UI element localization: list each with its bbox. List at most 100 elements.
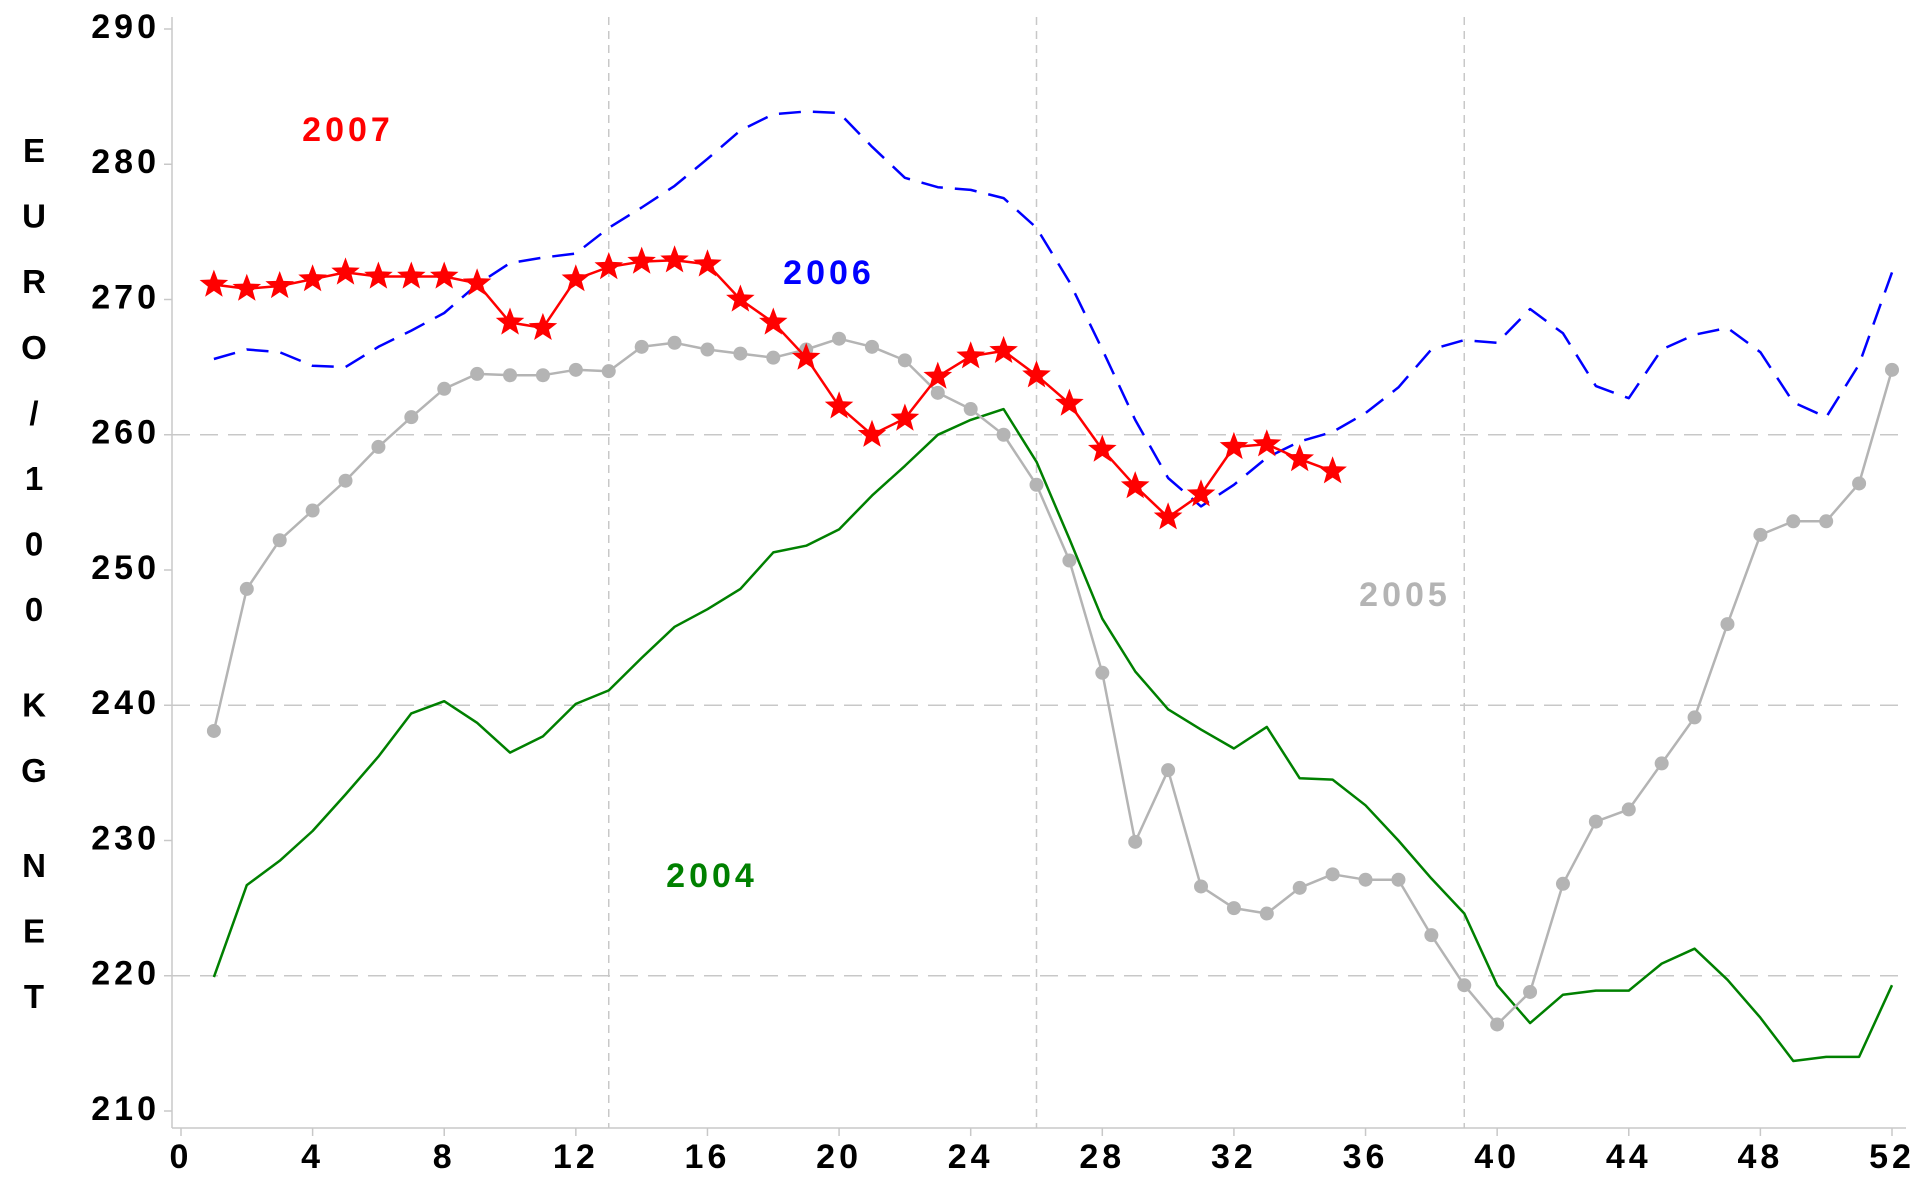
circle-marker [305,503,320,518]
series-label: 2007 [302,111,394,149]
star-marker [495,307,525,335]
x-tick-label: 44 [1606,1138,1652,1176]
star-marker [956,341,985,369]
star-marker [660,245,689,273]
star-marker [627,246,656,274]
star-marker [528,312,558,340]
circle-marker [1226,901,1241,916]
circle-marker [1029,477,1044,492]
x-tick-label: 28 [1079,1138,1125,1176]
circle-marker [272,533,287,548]
circle-marker [1588,814,1603,829]
y-tick-label: 280 [91,143,160,181]
x-tick-label: 12 [553,1138,599,1176]
y-tick-label: 260 [91,414,160,452]
star-marker [726,284,755,312]
circle-marker [996,427,1011,442]
star-marker [1186,479,1216,507]
y-tick-label: 290 [91,8,160,46]
circle-marker [1819,514,1834,529]
x-tick-label: 4 [301,1138,324,1176]
circle-marker [963,402,978,417]
series-label: 2006 [783,254,875,292]
circle-marker [338,473,353,488]
circle-marker [437,381,452,396]
x-tick-label: 36 [1343,1138,1389,1176]
series-line [213,259,1334,519]
circle-marker [930,385,945,400]
circle-marker [1654,756,1669,771]
circle-marker [1095,665,1110,680]
star-marker [1055,388,1084,416]
circle-marker [1161,763,1176,778]
star-marker [1088,434,1117,462]
circle-marker [864,339,879,354]
circle-marker [1325,867,1340,882]
x-tick-label: 24 [948,1138,994,1176]
star-marker [199,269,229,297]
x-tick-label: 0 [170,1138,193,1176]
star-marker [397,261,426,289]
circle-marker [535,368,550,383]
circle-marker [1128,834,1143,849]
circle-marker [1259,906,1274,921]
circle-marker [1720,617,1735,632]
star-marker [693,249,722,277]
star-marker [1318,456,1347,484]
circle-marker [1523,984,1538,999]
circle-marker [1753,527,1768,542]
y-axis-label: E U R O/1 0 0 K G N E T [21,132,47,1015]
circle-marker [1391,872,1406,887]
star-marker [759,307,788,335]
x-tick-label: 48 [1737,1138,1783,1176]
circle-marker [897,353,912,368]
x-tick-label: 16 [685,1138,731,1176]
star-marker [265,271,294,299]
circle-marker [1292,880,1307,895]
circle-marker [568,362,583,377]
star-marker [1285,444,1314,472]
circle-marker [601,364,616,379]
star-marker [923,361,953,389]
circle-marker [832,331,847,346]
star-marker [989,335,1018,363]
star-marker [1153,502,1183,530]
star-marker [890,403,920,431]
circle-marker [1457,978,1472,993]
star-marker [1120,471,1150,499]
y-tick-label: 270 [91,278,160,316]
x-tick-label: 52 [1869,1138,1915,1176]
circle-marker [1555,876,1570,891]
circle-marker [634,339,649,354]
star-marker [364,261,393,289]
star-marker [561,264,591,292]
circle-marker [1885,362,1899,377]
circle-marker [1358,872,1373,887]
star-marker [594,252,623,280]
circle-marker [1786,514,1801,529]
series-line [213,110,1894,508]
circle-marker [1424,928,1439,943]
circle-marker [766,350,781,365]
x-tick-label: 20 [816,1138,862,1176]
y-tick-label: 220 [91,955,160,993]
star-marker [298,264,327,292]
circle-marker [1490,1017,1505,1032]
circle-marker [733,346,748,361]
circle-marker [700,342,715,357]
star-marker [824,391,854,419]
circle-marker [1852,476,1867,491]
circle-marker [1194,879,1209,894]
y-tick-label: 250 [91,549,160,587]
star-marker [331,257,360,285]
circle-marker [1687,710,1702,725]
circle-marker [1062,553,1077,568]
circle-marker [470,366,485,381]
star-marker [1219,431,1249,460]
y-tick-label: 210 [91,1090,160,1128]
circle-marker [1621,802,1636,817]
star-marker [232,273,262,301]
circle-marker [206,723,221,738]
